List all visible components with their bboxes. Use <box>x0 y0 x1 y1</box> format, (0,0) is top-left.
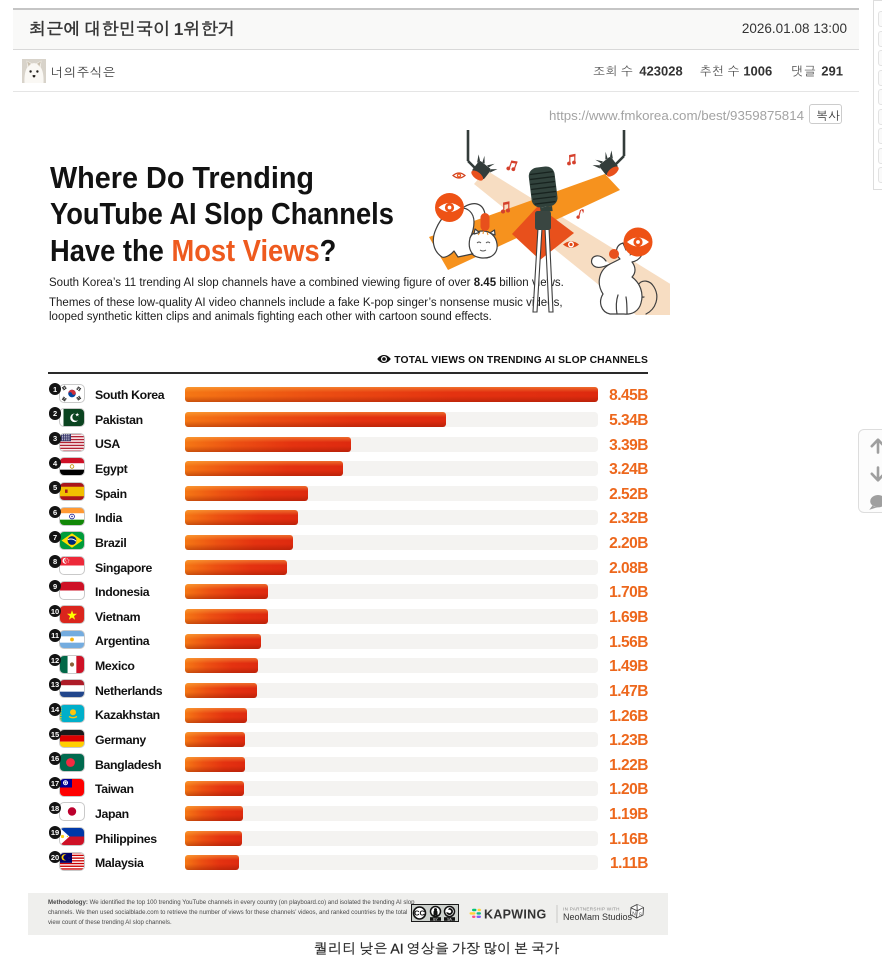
svg-text:SA: SA <box>447 917 452 921</box>
svg-text:N: N <box>632 912 636 918</box>
svg-text:CC: CC <box>414 909 425 918</box>
svg-text:NeoMam Studios: NeoMam Studios <box>563 912 633 922</box>
svg-text:S: S <box>639 913 643 919</box>
svg-text:KAPWING: KAPWING <box>484 908 547 922</box>
svg-text:IN PARTNERSHIP WITH: IN PARTNERSHIP WITH <box>563 907 620 912</box>
svg-text:BY: BY <box>433 917 438 921</box>
